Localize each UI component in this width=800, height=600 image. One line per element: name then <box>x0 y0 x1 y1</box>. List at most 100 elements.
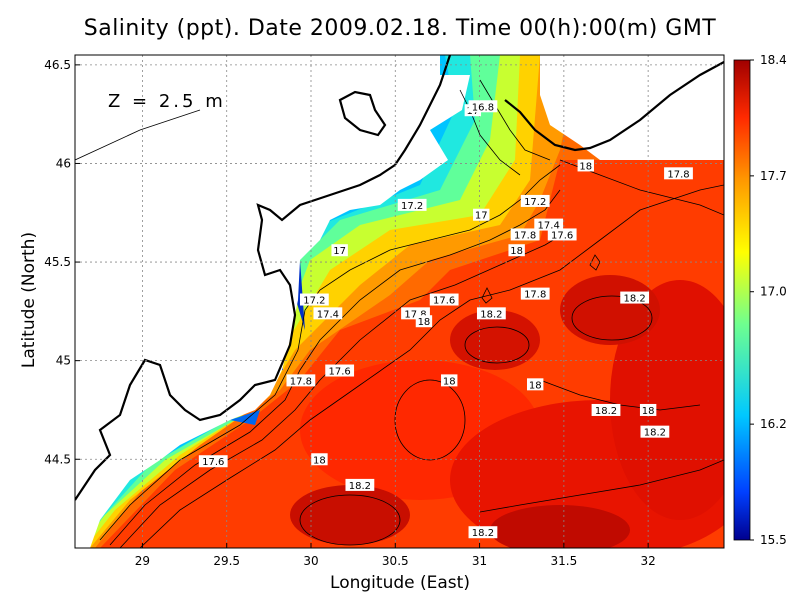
contour-label: 17 <box>473 208 490 222</box>
contour-label: 17.8 <box>664 167 693 180</box>
contour-label: 17.8 <box>510 228 540 241</box>
contour-label-box <box>311 453 328 466</box>
contour-label: 17.6 <box>325 364 355 378</box>
chart-title: Salinity (ppt). Date 2009.02.18. Time 00… <box>83 16 717 41</box>
y-axis-label: Latitude (North) <box>19 232 39 368</box>
contour-label-text: 17.6 <box>433 296 455 307</box>
contour-label-text: 17.6 <box>551 230 573 241</box>
contour-label-box <box>547 228 577 241</box>
contour-label-box <box>534 218 564 231</box>
contour-label: 17.4 <box>534 218 564 232</box>
contour-label-box <box>468 526 498 539</box>
x-tick-label: 30.5 <box>382 554 409 568</box>
colorbar-tick-label: 15.5 <box>760 533 787 547</box>
contour-label-text: 17.8 <box>404 309 426 320</box>
contour-label: 18.2 <box>476 307 506 320</box>
contour-label-text: 17 <box>333 246 346 257</box>
contour-label-box <box>520 287 550 300</box>
contour-label: 18 <box>577 159 594 172</box>
colorbar-tick-label: 16.2 <box>760 417 787 431</box>
contour-label-box <box>468 100 498 113</box>
contour-label: 17.4 <box>313 307 343 320</box>
y-axis-ticks: 44.5 45 45.5 46 46.5 <box>44 58 80 466</box>
contour-label-box <box>527 378 544 391</box>
contour-label-text: 18 <box>642 406 655 417</box>
contour-label: 18.2 <box>591 403 621 417</box>
colorbar-ticks: 15.5 16.2 17.0 17.7 18.4 <box>750 53 787 547</box>
contour-label: 18.2 <box>345 478 375 492</box>
colorbar-tick-label: 18.4 <box>760 53 787 67</box>
contour-labels: 1716.81817.817.217.21717.417.617.8181717… <box>198 100 693 539</box>
contour-label: 16.8 <box>468 100 498 113</box>
contour-label: 18.2 <box>640 425 670 439</box>
contour-label-box <box>508 244 525 257</box>
contour-label-box <box>415 315 433 328</box>
contour-label-box <box>640 425 670 438</box>
colorbar-tick-label: 17.7 <box>760 169 787 183</box>
contour-label: 18.2 <box>620 291 650 305</box>
contour-label-box <box>313 307 343 320</box>
y-tick-label: 46.5 <box>44 58 71 72</box>
contour-label: 17.2 <box>520 194 550 208</box>
contour-label: 18.2 <box>468 526 498 539</box>
contour-label-text: 17.8 <box>290 376 312 387</box>
contour-label-text: 18 <box>510 246 523 257</box>
contour-label-text: 17.2 <box>401 201 423 212</box>
contour-label-box <box>429 293 459 306</box>
contour-label-text: 16.8 <box>472 102 494 113</box>
contour-label-text: 18 <box>418 317 431 328</box>
contour-label-text: 18.2 <box>480 309 502 320</box>
contour-label-text: 18 <box>443 376 456 387</box>
contour-label-box <box>299 293 329 306</box>
contour-label-box <box>345 478 375 491</box>
contour-label-text: 17.6 <box>329 367 351 378</box>
contour-label-box <box>620 291 650 304</box>
x-tick-label: 30 <box>303 554 318 568</box>
x-tick-label: 32 <box>641 554 656 568</box>
contour-label-box <box>639 403 657 416</box>
x-tick-label: 31.5 <box>550 554 577 568</box>
contour-label-text: 17.2 <box>303 296 325 307</box>
contour-label-text: 17.8 <box>514 230 536 241</box>
contour-label: 17.2 <box>299 293 329 307</box>
contour-label-text: 18 <box>313 455 326 466</box>
colorbar-tick-label: 17.0 <box>760 285 787 299</box>
contour-label-text: 17.4 <box>317 309 339 320</box>
contour-label-box <box>473 208 490 221</box>
x-axis-label: Longitude (East) <box>330 573 470 593</box>
contour-label-box <box>331 244 348 257</box>
contour-label-box <box>325 364 355 377</box>
x-axis-ticks: 29 29.5 30 30.5 31 31.5 32 <box>135 543 656 568</box>
contour-label: 17.2 <box>397 198 427 212</box>
contour-label: 18 <box>415 315 433 328</box>
contour-label-box <box>520 194 550 207</box>
contour-label-text: 17.4 <box>538 221 560 232</box>
contour-label: 18 <box>639 403 657 417</box>
contour-label-box <box>591 403 621 416</box>
contour-label-text: 17.8 <box>524 290 546 301</box>
contour-label-box <box>397 198 427 211</box>
contour-label: 17.6 <box>429 293 459 307</box>
y-tick-label: 46 <box>56 156 71 170</box>
contour-label-text: 18.2 <box>644 428 666 439</box>
contour-label-text: 18.2 <box>624 294 646 305</box>
contour-label: 17.6 <box>198 455 228 468</box>
contour-label-box <box>510 228 540 241</box>
contour-label-text: 18.2 <box>595 406 617 417</box>
contour-label-box <box>577 159 594 172</box>
y-tick-label: 45.5 <box>44 255 71 269</box>
colorbar <box>733 59 751 541</box>
contour-label: 18 <box>441 374 458 387</box>
contour-label-box <box>441 374 458 387</box>
contour-label: 17.6 <box>547 228 577 241</box>
depth-label: Z = 2.5 m <box>108 91 226 112</box>
y-tick-label: 45 <box>56 354 71 368</box>
contour-label-box <box>664 167 693 180</box>
x-tick-label: 29 <box>135 554 150 568</box>
contour-label-box <box>198 455 228 468</box>
plot-frame <box>74 54 725 549</box>
contour-label-text: 17 <box>475 211 488 222</box>
contour-label-text: 18.2 <box>472 528 494 539</box>
contour-label-text: 17.6 <box>202 457 224 468</box>
